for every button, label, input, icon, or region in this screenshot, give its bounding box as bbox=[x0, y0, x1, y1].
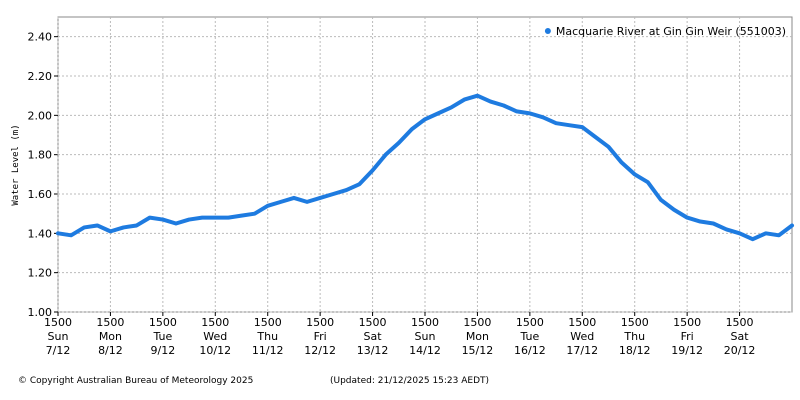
x-tick-label: 1500 Sat 20/12 bbox=[724, 316, 756, 357]
x-tick-label: 1500 Mon 15/12 bbox=[462, 316, 494, 357]
x-tick-label: 1500 Fri 19/12 bbox=[671, 316, 703, 357]
data-line bbox=[56, 93, 794, 242]
x-tick-label: 1500 Fri 12/12 bbox=[304, 316, 336, 357]
x-tick-label: 1500 Sun 14/12 bbox=[409, 316, 441, 357]
y-axis-label: Water Level (m) bbox=[11, 124, 21, 205]
x-tick-label: 1500 Sun 7/12 bbox=[44, 316, 72, 357]
y-tick-label: 2.00 bbox=[28, 109, 53, 122]
x-tick-label: 1500 Wed 17/12 bbox=[566, 316, 598, 357]
y-tick-label: 2.20 bbox=[28, 70, 53, 83]
x-tick-label: 1500 Sat 13/12 bbox=[357, 316, 389, 357]
y-tick-label: 1.60 bbox=[28, 188, 53, 201]
x-tick-label: 1500 Thu 11/12 bbox=[252, 316, 284, 357]
x-tick-label: 1500 Tue 16/12 bbox=[514, 316, 546, 357]
y-tick-label: 1.80 bbox=[28, 149, 53, 162]
legend-label: Macquarie River at Gin Gin Weir (551003) bbox=[556, 25, 786, 38]
y-tick-label: 1.00 bbox=[28, 306, 53, 319]
x-tick-label: 1500 Wed 10/12 bbox=[199, 316, 231, 357]
x-tick-label: 1500 Mon 8/12 bbox=[96, 316, 124, 357]
y-tick-label: 1.40 bbox=[28, 227, 53, 240]
x-tick-label: 1500 Tue 9/12 bbox=[149, 316, 177, 357]
y-tick-label: 1.20 bbox=[28, 267, 53, 280]
updated: (Updated: 21/12/2025 15:23 AEDT) bbox=[330, 376, 489, 386]
legend-marker bbox=[544, 28, 551, 34]
x-tick-label: 1500 Thu 18/12 bbox=[619, 316, 651, 357]
y-tick-label: 2.40 bbox=[28, 31, 53, 44]
copyright: © Copyright Australian Bureau of Meteoro… bbox=[18, 376, 253, 386]
